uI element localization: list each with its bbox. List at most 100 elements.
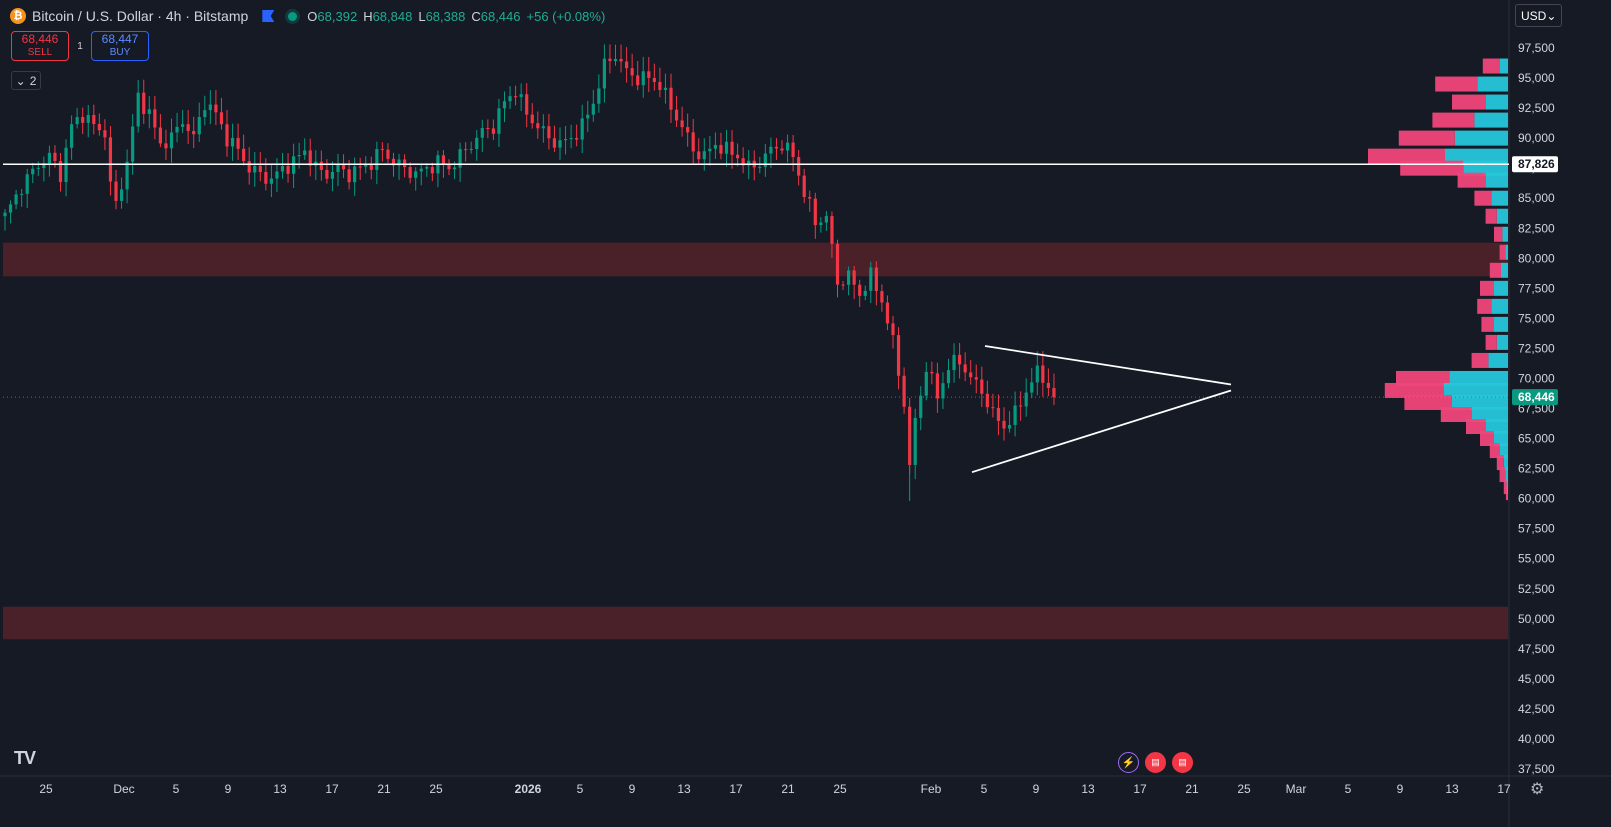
volume-profile-up-bar: [1496, 208, 1508, 224]
candle-body: [219, 112, 224, 125]
y-axis-tick-label: 42,500: [1518, 702, 1555, 716]
candle-body: [541, 126, 545, 129]
close-value: 68,446: [480, 8, 521, 24]
candle-body: [1002, 420, 1006, 429]
candle-body: [452, 167, 457, 170]
candle-body: [586, 114, 590, 119]
volume-profile-up-bar: [1474, 112, 1508, 128]
candle-body: [175, 126, 179, 133]
horizontal-line-price-label: 87,826: [1518, 157, 1555, 171]
candle-body: [1007, 424, 1012, 429]
symbol-title[interactable]: Bitcoin / U.S. Dollar · 4h · Bitstamp: [32, 8, 249, 24]
candle-body: [697, 151, 701, 160]
indicators-toggle-button[interactable]: ⌄ 2: [11, 71, 41, 90]
volume-profile-up-bar: [1494, 316, 1508, 332]
volume-profile-up-bar: [1471, 407, 1508, 423]
y-axis-tick-label: 45,000: [1518, 672, 1555, 686]
flag-icon[interactable]: [262, 10, 275, 22]
volume-profile-down-bar: [1384, 382, 1444, 398]
market-status-icon: [288, 11, 298, 21]
x-axis-tick-label: 21: [781, 782, 795, 796]
volume-profile-up-bar: [1488, 352, 1508, 368]
horizontal-line-price-label-bg: [1512, 156, 1558, 173]
current-price-label-bg: [1512, 389, 1558, 406]
candle-body: [530, 114, 534, 124]
y-axis-tick-label: 97,500: [1518, 41, 1555, 55]
candle-body: [569, 138, 573, 140]
candle-body: [763, 153, 767, 167]
y-axis-tick-label: 75,000: [1518, 311, 1555, 325]
y-axis-tick-label: 82,500: [1518, 221, 1555, 235]
volume-profile-up-bar: [1485, 94, 1508, 110]
candle-body: [835, 243, 840, 285]
candle-body: [641, 71, 645, 86]
x-axis-tick-label: 25: [429, 782, 443, 796]
candle-body: [380, 149, 384, 151]
candle-body: [797, 157, 801, 176]
candle-body: [924, 371, 928, 396]
candle-body: [258, 165, 262, 172]
candle-body: [719, 144, 723, 154]
sell-price: 68,446: [21, 32, 59, 46]
x-axis-tick-label: 25: [39, 782, 53, 796]
candle-body: [813, 198, 817, 226]
candle-body: [663, 87, 668, 90]
us-flag-icon[interactable]: ▤: [1172, 752, 1193, 773]
ohlc-values: O68,392 H68,848 L68,388 C68,446 +56 (+0.…: [307, 8, 606, 24]
y-axis-tick-label: 65,000: [1518, 432, 1555, 446]
candle-body: [702, 151, 706, 160]
x-axis-tick-label: Feb: [921, 782, 942, 796]
candle-body: [625, 61, 629, 69]
sell-button[interactable]: 68,446 SELL: [11, 31, 69, 61]
y-axis-tick-label: 52,500: [1518, 582, 1555, 596]
volume-profile-down-bar: [1499, 244, 1506, 260]
symbol-legend: ₿ Bitcoin / U.S. Dollar · 4h · Bitstamp …: [10, 6, 605, 26]
candle-body: [941, 383, 945, 399]
candle-body: [1013, 405, 1017, 425]
candle-body: [86, 114, 90, 123]
candle-body: [558, 140, 562, 148]
gear-icon[interactable]: ⚙: [1530, 781, 1545, 798]
buy-button[interactable]: 68,447 BUY: [91, 31, 149, 61]
volume-profile-up-bar: [1505, 244, 1508, 260]
currency-select[interactable]: USD ⌄: [1515, 4, 1562, 27]
x-axis-tick-label: 17: [729, 782, 743, 796]
volume-profile-up-bar: [1454, 130, 1508, 146]
y-axis-tick-label: 95,000: [1518, 71, 1555, 85]
candle-body: [680, 120, 684, 128]
volume-profile-down-bar: [1499, 467, 1506, 483]
candle-body: [425, 167, 429, 169]
y-axis-tick-label: 77,500: [1518, 281, 1555, 295]
candle-body: [758, 166, 762, 168]
volume-profile-down-bar: [1432, 112, 1475, 128]
x-axis-tick-label: 13: [273, 782, 287, 796]
candle-body: [386, 149, 390, 159]
candle-body: [353, 166, 357, 183]
candle-body: [469, 149, 473, 151]
candle-body: [264, 171, 268, 184]
volume-profile-up-bar: [1502, 226, 1508, 242]
candle-body: [502, 101, 507, 109]
x-axis-tick-label: 5: [1345, 782, 1352, 796]
volume-profile-down-bar: [1481, 316, 1494, 332]
x-axis-tick-label: 9: [225, 782, 232, 796]
candle-body: [408, 167, 412, 178]
volume-profile-up-bar: [1491, 190, 1508, 206]
y-axis-tick-label: 80,000: [1518, 251, 1555, 265]
candle-body: [658, 81, 662, 90]
x-axis-tick-label: 17: [1133, 782, 1147, 796]
lightning-icon[interactable]: ⚡: [1118, 752, 1139, 773]
volume-profile-down-bar: [1485, 208, 1497, 224]
candle-body: [808, 197, 812, 199]
candle-body: [486, 128, 490, 130]
volume-profile-up-bar: [1445, 148, 1508, 164]
tradingview-logo-icon[interactable]: TV: [14, 748, 36, 768]
us-flag-icon[interactable]: ▤: [1145, 752, 1166, 773]
high-value: 68,848: [372, 8, 413, 24]
volume-profile-down-bar: [1457, 172, 1486, 188]
volume-profile-up-bar: [1494, 280, 1508, 296]
candle-body: [591, 103, 595, 115]
candle-body: [880, 291, 884, 303]
x-axis-tick-label: 25: [1237, 782, 1251, 796]
